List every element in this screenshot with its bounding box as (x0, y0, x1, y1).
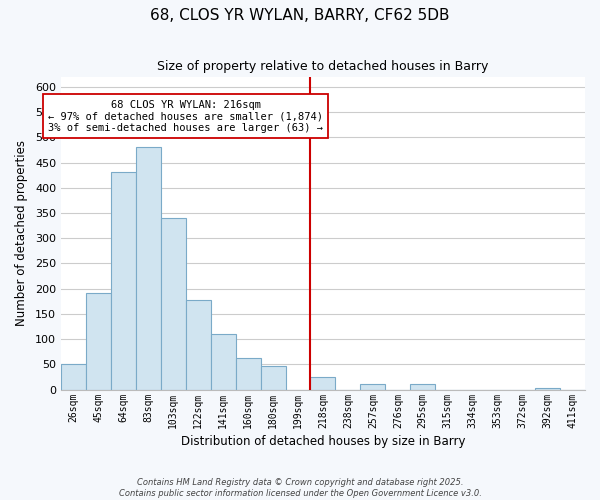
Bar (86, 292, 111, 390)
X-axis label: Distribution of detached houses by size in Barry: Distribution of detached houses by size … (181, 434, 465, 448)
Text: Contains HM Land Registry data © Crown copyright and database right 2025.
Contai: Contains HM Land Registry data © Crown c… (119, 478, 481, 498)
Bar (361, 384, 385, 390)
Bar (211, 334, 236, 390)
Bar (260, 366, 286, 390)
Bar (161, 218, 186, 390)
Title: Size of property relative to detached houses in Barry: Size of property relative to detached ho… (157, 60, 488, 73)
Bar (410, 384, 435, 390)
Bar (186, 300, 211, 390)
Bar (236, 358, 260, 390)
Bar (111, 172, 136, 390)
Text: 68, CLOS YR WYLAN, BARRY, CF62 5DB: 68, CLOS YR WYLAN, BARRY, CF62 5DB (150, 8, 450, 22)
Bar (310, 377, 335, 390)
Bar (535, 388, 560, 390)
Y-axis label: Number of detached properties: Number of detached properties (15, 140, 28, 326)
Bar (136, 147, 161, 390)
Bar (61, 364, 86, 390)
Text: 68 CLOS YR WYLAN: 216sqm
← 97% of detached houses are smaller (1,874)
3% of semi: 68 CLOS YR WYLAN: 216sqm ← 97% of detach… (48, 100, 323, 133)
